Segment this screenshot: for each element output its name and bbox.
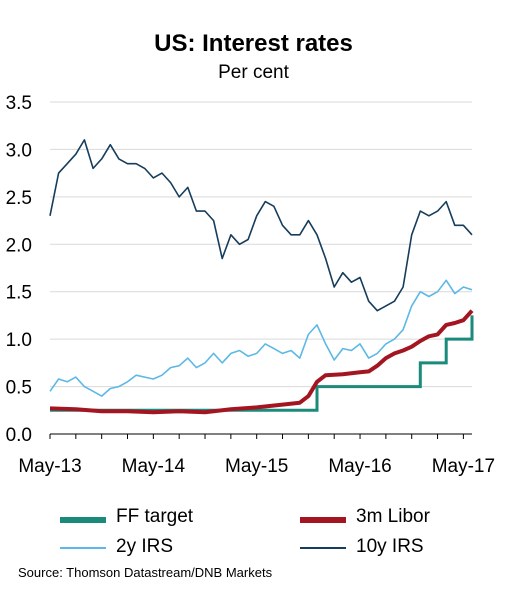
y-tick-label: 3.0 [6, 140, 32, 161]
x-tick-label: May-13 [18, 456, 81, 477]
source-note: Source: Thomson Datastream/DNB Markets [18, 565, 273, 580]
legend-label-3m-libor: 3m Libor [356, 506, 430, 527]
x-tick-label: May-16 [328, 456, 391, 477]
plot-area: 0.0 0.5 1.0 1.5 2.0 2.5 3.0 3.5 May-13 May-14 May-… [6, 93, 495, 477]
y-tick-label: 2.0 [6, 235, 32, 256]
y-tick-label: 0.5 [6, 378, 32, 399]
legend-label-ff-target: FF target [116, 506, 194, 527]
legend-swatch-2y-irs [60, 547, 106, 549]
legend-label-2y-irs: 2y IRS [116, 536, 174, 557]
y-tick-label: 0.0 [6, 425, 32, 446]
series-line-ff-target [50, 315, 474, 412]
x-tick-label: May-15 [225, 456, 288, 477]
y-tick-label: 3.5 [6, 93, 32, 114]
x-tick-label: May-17 [432, 456, 495, 477]
legend-swatch-3m-libor [300, 517, 346, 523]
x-tick-label: May-14 [122, 456, 186, 477]
legend: FF target 3m Libor 2y IRS 10y IRS [60, 500, 500, 562]
y-tick-label: 1.0 [6, 330, 32, 351]
legend-label-10y-irs: 10y IRS [356, 536, 424, 557]
legend-swatch-10y-irs [300, 547, 346, 549]
chart-title: US: Interest rates [154, 30, 353, 57]
legend-swatch-ff-target [60, 517, 106, 523]
series-line-10y-irs [49, 139, 473, 312]
chart-subtitle: Per cent [218, 62, 289, 83]
y-tick-label: 1.5 [6, 283, 32, 304]
series-line-2y-irs [49, 279, 473, 397]
y-tick-label: 2.5 [6, 188, 32, 209]
series-line-3m-libor [49, 309, 474, 415]
